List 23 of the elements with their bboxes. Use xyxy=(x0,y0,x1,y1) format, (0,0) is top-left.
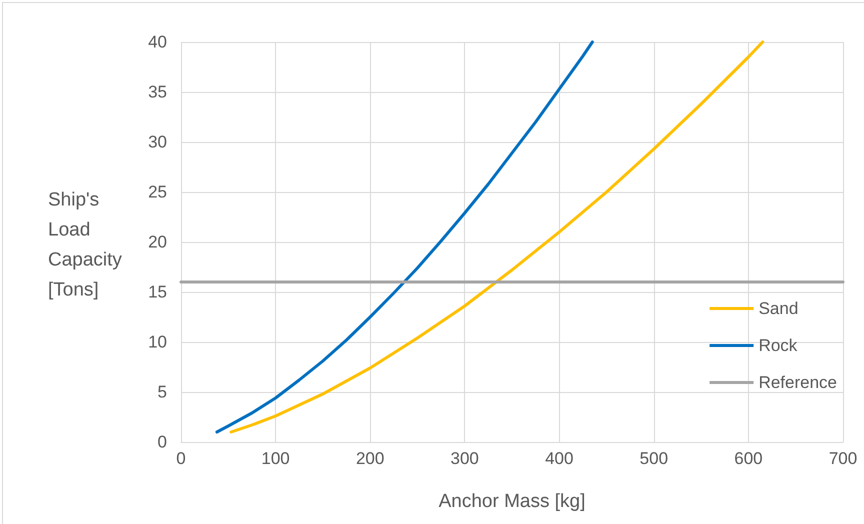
line-series xyxy=(215,40,594,434)
x-tick-label: 400 xyxy=(545,449,574,468)
legend-label: Rock xyxy=(758,336,798,355)
y-tick-label: 5 xyxy=(158,382,167,402)
x-tick-label: 100 xyxy=(261,449,290,468)
y-axis-title: Ship's Load Capacity [Tons] xyxy=(48,190,122,300)
x-axis-title: Anchor Mass [kg] xyxy=(438,491,586,512)
x-tick-label: 300 xyxy=(450,449,479,468)
y-tick-label: 30 xyxy=(148,132,167,152)
y-tick-label: 35 xyxy=(148,82,167,102)
x-tick-label: 200 xyxy=(356,449,384,468)
legend-label: Sand xyxy=(758,299,798,318)
y-tick-label: 25 xyxy=(148,182,167,202)
y-tick-label: 40 xyxy=(148,32,167,52)
y-tick-label: 20 xyxy=(148,232,167,252)
x-tick-label: 700 xyxy=(828,449,858,468)
x-tick-label: 500 xyxy=(640,449,668,468)
y-tick-label: 0 xyxy=(158,432,167,452)
x-tick-label: 600 xyxy=(734,449,763,468)
y-tick-label: 10 xyxy=(148,332,167,352)
x-tick-label: 0 xyxy=(176,449,186,468)
y-tick-label: 15 xyxy=(148,282,167,302)
legend-label: Reference xyxy=(758,373,838,392)
